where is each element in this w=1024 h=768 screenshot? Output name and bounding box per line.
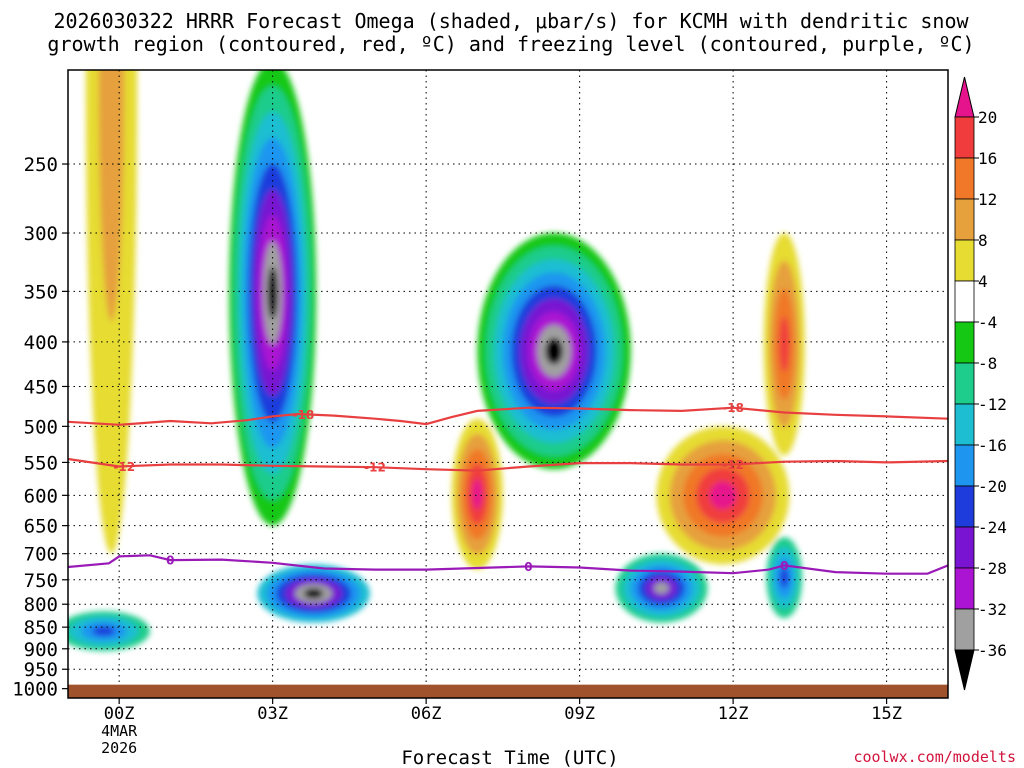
colorbar-bin (954, 526, 975, 569)
omega-region-subsidence-07z (472, 479, 483, 510)
colorbar-label: -12 (978, 395, 1007, 414)
y-tick-label: 750 (24, 570, 58, 592)
contour-label-dgz-upper: -18 (293, 408, 315, 422)
contour-label-dgz-lower: -12 (113, 460, 135, 474)
omega-field (68, 70, 805, 651)
x-axis-label: Forecast Time (UTC) (401, 747, 618, 768)
y-tick-label: 400 (24, 332, 58, 354)
y-tick-label: 1000 (12, 679, 58, 701)
omega-region-updraft-lower-13z (779, 567, 789, 588)
omega-region-subsidence-13z-upper (779, 316, 790, 373)
contour-dgz-upper (68, 406, 948, 426)
x-tick-label: 06Z (411, 704, 442, 724)
y-tick-label: 900 (24, 639, 58, 661)
colorbar-label: -20 (978, 477, 1007, 496)
contour-label-freezing-level: 0 (524, 560, 532, 574)
y-tick-label: 850 (24, 617, 58, 639)
omega-region-updraft-core-08z (545, 338, 563, 365)
x-tick-sublabel: 4MAR (101, 722, 138, 740)
y-tick-label: 500 (24, 416, 58, 438)
colorbar-bin (954, 116, 975, 159)
colorbar-label: -36 (978, 641, 1007, 660)
contour-label-freezing-level: 0 (166, 554, 174, 568)
colorbar-label: 20 (978, 108, 997, 127)
contour-label-dgz-upper: -18 (722, 401, 744, 415)
colorbar-label: -24 (978, 518, 1007, 537)
omega-region-updraft-core-03z (267, 267, 278, 319)
colorbar-bin (954, 280, 975, 323)
colorbar-over-arrow (954, 76, 975, 118)
x-tick-label: 00Z (104, 704, 135, 724)
contour-freezing-level (68, 554, 948, 575)
omega-region-updraft-lower-04z (304, 588, 323, 599)
y-tick-label: 950 (24, 659, 58, 681)
chart-title-line1: 2026030322 HRRR Forecast Omega (shaded, … (53, 9, 969, 33)
contour-lines: -18 -18 -12 -12 -12 0 0 0 (68, 401, 948, 575)
omega-region-warm-plume-left (98, 70, 125, 322)
y-tick-label: 800 (24, 594, 58, 616)
colorbar-label: 4 (978, 272, 988, 291)
colorbar: 20 16 12 8 4 -4 -8 -12 -16 -20 -24 -28 -32 -36 (954, 76, 1007, 691)
x-tick-label: 09Z (564, 704, 595, 724)
y-tick-label: 350 (24, 281, 58, 303)
contour-dgz-lower (68, 457, 948, 472)
y-tick-label: 700 (24, 544, 58, 566)
colorbar-bin (954, 567, 975, 610)
colorbar-bin (954, 608, 975, 651)
colorbar-bin (954, 485, 975, 528)
omega-region-updraft-lower-10z (653, 582, 670, 594)
colorbar-label: 16 (978, 149, 997, 168)
y-axis: 2503003504004505005506006507007508008509… (12, 154, 68, 701)
x-tick-label: 12Z (718, 704, 749, 724)
colorbar-label: -4 (978, 313, 997, 332)
colorbar-bin (954, 321, 975, 364)
x-tick-label: 03Z (257, 704, 288, 724)
colorbar-label: 12 (978, 190, 997, 209)
colorbar-label: -28 (978, 559, 1007, 578)
colorbar-label: -32 (978, 600, 1007, 619)
colorbar-bin (954, 239, 975, 282)
y-tick-label: 600 (24, 485, 58, 507)
colorbar-label: 8 (978, 231, 988, 250)
colorbar-bin (954, 157, 975, 200)
colorbar-under-arrow (954, 649, 975, 691)
omega-region-updraft-lower-00z (92, 626, 116, 637)
colorbar-bin (954, 362, 975, 405)
surface-ground-band (68, 684, 948, 698)
contour-label-freezing-level: 0 (780, 559, 788, 573)
contour-label-dgz-lower: -12 (364, 461, 386, 475)
plot-area: -18 -18 -12 -12 -12 0 0 0 (68, 70, 948, 698)
y-tick-label: 650 (24, 516, 58, 538)
colorbar-label: -16 (978, 436, 1007, 455)
colorbar-bin (954, 403, 975, 446)
x-tick-label: 15Z (871, 704, 902, 724)
chart-title-line2: growth region (contoured, red, ºC) and f… (47, 32, 974, 56)
y-tick-label: 250 (24, 154, 58, 176)
x-tick-sublabel: 2026 (101, 739, 137, 757)
credit-text[interactable]: coolwx.com/modelts (853, 748, 1016, 766)
contour-label-dgz-lower: -12 (722, 458, 744, 472)
y-tick-label: 550 (24, 452, 58, 474)
y-tick-label: 450 (24, 376, 58, 398)
colorbar-bin (954, 198, 975, 241)
y-tick-label: 300 (24, 223, 58, 245)
plot-frame (67, 69, 949, 699)
colorbar-bin (954, 444, 975, 487)
colorbar-label: -8 (978, 354, 997, 373)
